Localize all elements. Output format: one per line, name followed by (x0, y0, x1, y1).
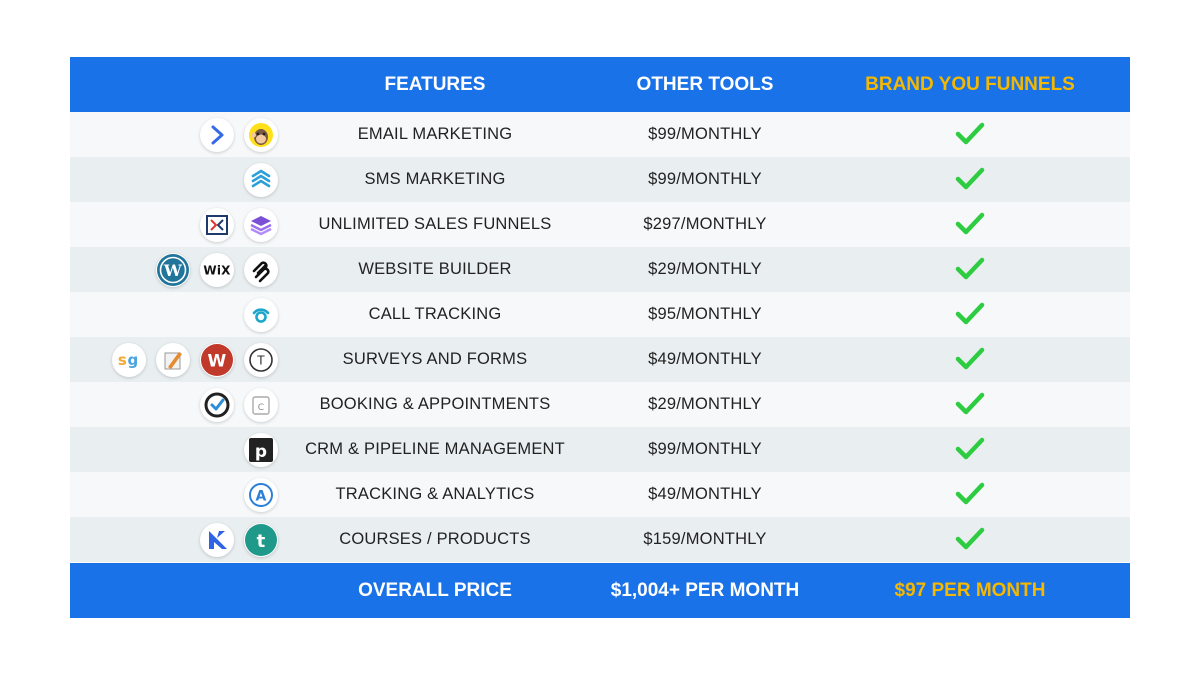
svg-text:A: A (255, 488, 266, 504)
svg-text:W: W (163, 261, 183, 280)
feature-label: COURSES / PRODUCTS (339, 530, 531, 548)
calendly-icon: C (244, 387, 278, 422)
tool-icons: p (244, 427, 278, 472)
svg-text:T: T (256, 353, 265, 367)
svg-text:s: s (118, 351, 127, 369)
feature-label: SMS MARKETING (364, 170, 506, 188)
check-icon (835, 247, 1105, 292)
other-tools-price: $159/MONTHLY (643, 530, 767, 548)
svg-text:W: W (208, 351, 227, 371)
other-tools-price: $49/MONTHLY (648, 350, 762, 368)
analytics-icon: A (244, 477, 278, 512)
table-row: SMS MARKETING $99/MONTHLY (70, 157, 1130, 202)
header-other-tools: OTHER TOOLS (636, 74, 774, 95)
other-tools-price: $29/MONTHLY (648, 260, 762, 278)
tool-icons (244, 157, 278, 202)
svg-text:C: C (258, 403, 264, 413)
pencil-paper-icon (156, 342, 190, 377)
table-row: p CRM & PIPELINE MANAGEMENT $99/MONTHLY (70, 427, 1130, 472)
pipedrive-icon: p (244, 432, 278, 467)
feature-label: UNLIMITED SALES FUNNELS (318, 215, 552, 233)
svg-text:WiX: WiX (203, 263, 231, 277)
check-icon (835, 112, 1105, 157)
feature-label: SURVEYS AND FORMS (342, 350, 528, 368)
table-row: s g W T SURVEYS AND FORMS $49/MONTHLY (70, 337, 1130, 382)
table-row: t COURSES / PRODUCTS $159/MONTHLY (70, 517, 1130, 562)
footer-label: OVERALL PRICE (358, 580, 512, 601)
feature-label: TRACKING & ANALYTICS (335, 485, 535, 503)
check-icon (835, 472, 1105, 517)
check-icon (835, 382, 1105, 427)
comparison-table: FEATURES OTHER TOOLS BRAND YOU FUNNELS E… (70, 57, 1130, 562)
svg-text:p: p (255, 442, 267, 462)
other-tools-price: $99/MONTHLY (648, 125, 762, 143)
table-row: A TRACKING & ANALYTICS $49/MONTHLY (70, 472, 1130, 517)
table-body: EMAIL MARKETING $99/MONTHLY SMS MARKETING $… (70, 112, 1130, 562)
table-row: EMAIL MARKETING $99/MONTHLY (70, 112, 1130, 157)
tool-icons: t (200, 517, 278, 562)
table-row: CALL TRACKING $95/MONTHLY (70, 292, 1130, 337)
check-icon (835, 157, 1105, 202)
kajabi-icon (200, 522, 234, 557)
footer-brand-total: $97 PER MONTH (894, 580, 1046, 601)
footer-other-total: $1,004+ PER MONTH (610, 580, 800, 601)
table-header: FEATURES OTHER TOOLS BRAND YOU FUNNELS (70, 57, 1130, 112)
tool-icons (244, 292, 278, 337)
feature-label: CALL TRACKING (368, 305, 502, 323)
other-tools-price: $95/MONTHLY (648, 305, 762, 323)
activecampaign-icon (200, 117, 234, 152)
other-tools-price: $29/MONTHLY (648, 395, 762, 413)
acuity-icon (200, 387, 234, 422)
header-brand: BRAND YOU FUNNELS (865, 74, 1075, 95)
wufoo-icon: W (200, 342, 234, 377)
other-tools-price: $99/MONTHLY (648, 170, 762, 188)
wix-icon: WiX (200, 252, 234, 287)
tool-icons: C (200, 382, 278, 427)
squarespace-icon (244, 252, 278, 287)
svg-text:t: t (257, 531, 266, 552)
stacked-chevrons-icon (244, 162, 278, 197)
feature-label: EMAIL MARKETING (357, 125, 513, 143)
check-icon (835, 517, 1105, 562)
feature-label: WEBSITE BUILDER (358, 260, 512, 278)
feature-label: CRM & PIPELINE MANAGEMENT (305, 440, 565, 458)
check-icon (835, 202, 1105, 247)
other-tools-price: $49/MONTHLY (648, 485, 762, 503)
table-row: UNLIMITED SALES FUNNELS $297/MONTHLY (70, 202, 1130, 247)
table-footer: OVERALL PRICE $1,004+ PER MONTH $97 PER … (70, 563, 1130, 618)
mailchimp-icon (244, 117, 278, 152)
callrail-icon (244, 297, 278, 332)
other-tools-price: $99/MONTHLY (648, 440, 762, 458)
check-icon (835, 427, 1105, 472)
teachable-icon: t (244, 522, 278, 557)
tool-icons (200, 202, 278, 247)
tool-icons: A (244, 472, 278, 517)
feature-label: BOOKING & APPOINTMENTS (319, 395, 551, 413)
table-row: C BOOKING & APPOINTMENTS $29/MONTHLY (70, 382, 1130, 427)
layers-icon (244, 207, 278, 242)
other-tools-price: $297/MONTHLY (643, 215, 767, 233)
wordpress-icon: W (156, 252, 190, 287)
header-features: FEATURES (384, 74, 486, 95)
check-icon (835, 292, 1105, 337)
clickfunnels-icon (200, 207, 234, 242)
svg-text:g: g (128, 351, 139, 369)
typeform-icon: T (244, 342, 278, 377)
check-icon (835, 337, 1105, 382)
tool-icons (200, 112, 278, 157)
table-row: W WiX WEBSITE BUILDER $29/MONTHLY (70, 247, 1130, 292)
tool-icons: W WiX (156, 247, 278, 292)
